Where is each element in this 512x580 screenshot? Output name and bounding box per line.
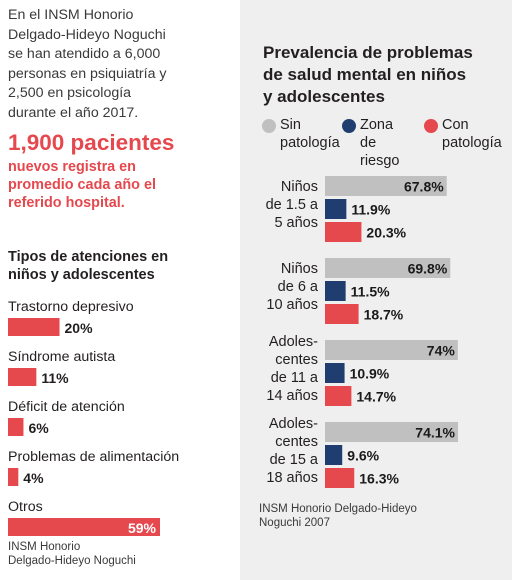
group-label: de 11 a xyxy=(271,370,319,386)
value-label: 11% xyxy=(41,370,69,386)
bar-1 xyxy=(325,363,345,383)
legend-swatch xyxy=(342,119,356,133)
left-bar-chart: Trastorno depresivo 20% Síndrome autista 11… xyxy=(8,299,179,536)
value-label: 16.3% xyxy=(359,471,399,487)
value-label: 18.7% xyxy=(364,307,404,323)
intro-line: 2,500 en psicología xyxy=(8,85,132,101)
value-label: 11.5% xyxy=(351,284,390,300)
bar-2 xyxy=(325,468,355,488)
category-label: Déficit de atención xyxy=(8,399,125,415)
value-label: 20% xyxy=(65,320,94,336)
right-title-line: Prevalencia de problemas xyxy=(263,43,473,62)
bar-1 xyxy=(325,445,343,465)
value-label: 67.8% xyxy=(404,179,444,195)
bar-1 xyxy=(325,281,346,301)
group-label: Niños xyxy=(281,261,318,277)
group-label: 10 años xyxy=(266,297,318,313)
group-label: 5 años xyxy=(274,215,318,231)
right-panel xyxy=(240,0,512,580)
value-label: 4% xyxy=(23,470,44,486)
category-label: Trastorno depresivo xyxy=(8,299,134,315)
category-label: Problemas de alimentación xyxy=(8,449,179,465)
value-label: 74% xyxy=(427,343,456,359)
intro-line: personas en psiquiatría y xyxy=(8,65,167,82)
legend-label: Sin patología xyxy=(280,116,340,152)
value-label: 9.6% xyxy=(347,448,379,464)
bar xyxy=(8,418,24,436)
bar-0 xyxy=(325,340,458,360)
value-label: 11.9% xyxy=(351,202,390,218)
legend-label-line: de riesgo xyxy=(360,135,400,169)
legend-label-line: Con xyxy=(442,117,469,133)
category-label: Otros xyxy=(8,499,43,515)
bar-2 xyxy=(325,304,359,324)
group-label: 18 años xyxy=(266,470,318,486)
legend-label-line: Zona xyxy=(360,117,394,133)
group-label: de 1.5 a xyxy=(266,197,319,213)
right-source: INSM Honorio Delgado-Hideyo Noguchi 2007 xyxy=(259,502,459,530)
intro-line: En el INSM Honorio xyxy=(8,7,134,23)
group-label: 14 años xyxy=(266,388,318,404)
intro-text: En el INSM Honorio Delgado-Hideyo Noguch… xyxy=(8,6,234,123)
group-label: centes xyxy=(275,434,318,450)
right-bar-chart: Niños de 1.5 a 5 años 67.8% 11.9% 20.3% Niños d… xyxy=(266,176,458,488)
left-source-line: Delgado-Hideyo Noguchi xyxy=(8,555,136,567)
intro-line: se han atendido a 6,000 xyxy=(8,46,161,62)
bar-0 xyxy=(325,176,447,196)
bar-2 xyxy=(325,386,352,406)
value-label: 6% xyxy=(28,420,49,436)
group-label: Adoles- xyxy=(269,334,318,350)
bar-2 xyxy=(325,222,362,242)
value-label: 74.1% xyxy=(415,425,455,441)
bar-0 xyxy=(325,422,458,442)
bar-1 xyxy=(325,199,347,219)
legend-label-line: Sin xyxy=(280,117,301,133)
value-label: 69.8% xyxy=(408,261,448,277)
group-label: de 6 a xyxy=(278,279,319,295)
left-source-line: INSM Honorio xyxy=(8,541,81,553)
legend-label-line: patología xyxy=(442,135,502,151)
bar xyxy=(8,518,160,536)
bar-0 xyxy=(325,258,451,278)
right-title-line: de salud mental en niños xyxy=(263,65,467,84)
bar xyxy=(8,468,19,486)
group-label: centes xyxy=(275,352,318,368)
group-label: Adoles- xyxy=(269,416,318,432)
value-label: 14.7% xyxy=(356,389,396,405)
left-panel xyxy=(0,0,240,580)
value-label: 20.3% xyxy=(366,225,406,241)
value-label: 59% xyxy=(128,520,157,536)
value-label: 10.9% xyxy=(350,366,390,382)
legend-label: Zona de riesgo xyxy=(360,116,400,170)
highlight-line: referido hospital. xyxy=(8,195,125,211)
highlight-line: promedio cada año el xyxy=(8,177,156,193)
highlight-line: nuevos registra en xyxy=(8,159,136,175)
legend-swatch xyxy=(262,119,276,133)
highlight-text: nuevos registra en promedio cada año el … xyxy=(8,158,234,212)
left-title-line: niños y adolescentes xyxy=(8,267,155,283)
group-label: Niños xyxy=(281,179,318,195)
legend-label: Con patología xyxy=(442,116,502,152)
category-label: Síndrome autista xyxy=(8,349,115,365)
bar xyxy=(8,318,60,336)
left-title-line: Tipos de atenciones en xyxy=(8,249,169,265)
right-title-line: y adolescentes xyxy=(263,87,385,106)
intro-line: durante el año 2017. xyxy=(8,104,139,121)
group-label: de 15 a xyxy=(270,452,319,468)
bar xyxy=(8,368,37,386)
left-source: INSM Honorio Delgado-Hideyo Noguchi xyxy=(8,540,136,568)
highlight-figure: 1,900 pacientes xyxy=(8,130,175,155)
legend-label-line: patología xyxy=(280,135,340,151)
intro-line: Delgado-Hideyo Noguchi xyxy=(8,26,166,43)
right-source-line: Noguchi 2007 xyxy=(259,517,330,529)
right-chart-title: Prevalencia de problemas de salud mental… xyxy=(263,42,503,108)
right-source-line: INSM Honorio Delgado-Hideyo xyxy=(259,503,417,515)
left-chart-title: Tipos de atenciones en niños y adolescen… xyxy=(8,248,234,284)
legend-swatch xyxy=(424,119,438,133)
